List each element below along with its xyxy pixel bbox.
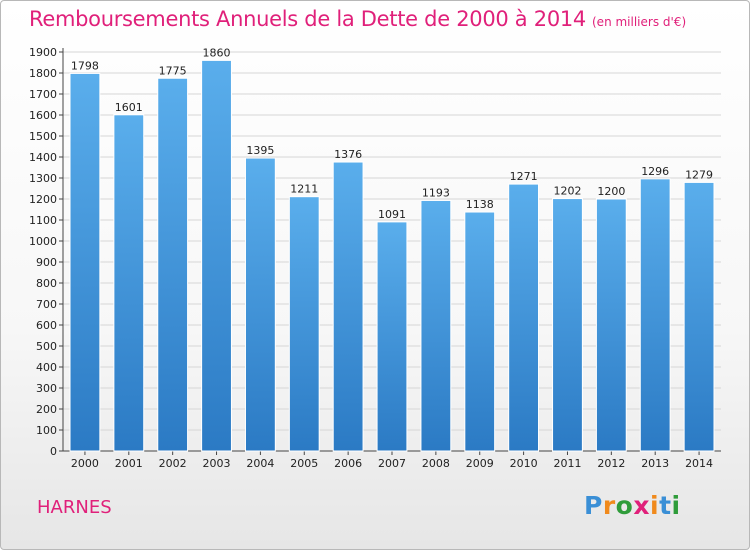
logo-letter: x <box>633 491 650 520</box>
y-tick-label: 1700 <box>29 88 57 101</box>
chart-title: Remboursements Annuels de la Dette de 20… <box>29 7 686 31</box>
y-tick-label: 700 <box>36 298 57 311</box>
y-tick-labels: 0 100 200 300 400 500 600 700 800 900 1000 1100 1200… <box>29 46 57 458</box>
value-label-2010: 1271 <box>510 170 538 183</box>
logo-letter: o <box>615 491 634 520</box>
y-tick-label: 1900 <box>29 46 57 59</box>
y-tick-label: 200 <box>36 403 57 416</box>
logo-letter: P <box>584 491 603 520</box>
value-label-2011: 1202 <box>553 185 581 198</box>
bar-2002 <box>157 77 189 452</box>
x-tick-label-2009: 2009 <box>466 457 494 470</box>
bars <box>69 59 715 452</box>
bar-2014 <box>683 181 715 452</box>
x-tick-label-2005: 2005 <box>290 457 318 470</box>
y-tick-label: 0 <box>50 445 57 458</box>
value-labels: 1798 1601 1775 1860 1395 1211 1376 1091 1193 1138… <box>71 46 713 220</box>
y-tick-label: 500 <box>36 340 57 353</box>
value-label-2013: 1296 <box>641 165 669 178</box>
y-tick-label: 600 <box>36 319 57 332</box>
logo-letter: i <box>650 491 660 520</box>
x-tick-label-2014: 2014 <box>685 457 713 470</box>
x-tick-label-2012: 2012 <box>597 457 625 470</box>
y-tick-label: 300 <box>36 382 57 395</box>
bar-2000 <box>69 72 101 452</box>
x-tick-label-2003: 2003 <box>203 457 231 470</box>
value-label-2004: 1395 <box>246 144 274 157</box>
chart-title-text: Remboursements Annuels de la Dette de 20… <box>29 7 586 31</box>
x-tick-label-2013: 2013 <box>641 457 669 470</box>
y-tick-label: 1000 <box>29 235 57 248</box>
y-tick-label: 1100 <box>29 214 57 227</box>
value-label-2006: 1376 <box>334 148 362 161</box>
y-tick-label: 900 <box>36 256 57 269</box>
y-tick-label: 1800 <box>29 67 57 80</box>
logo-letter: t <box>659 491 672 520</box>
x-tick-label-2004: 2004 <box>246 457 274 470</box>
bar-2012 <box>595 198 627 452</box>
value-label-2014: 1279 <box>685 168 713 181</box>
value-label-2012: 1200 <box>597 185 625 198</box>
x-tick-label-2000: 2000 <box>71 457 99 470</box>
y-tick-label: 1400 <box>29 151 57 164</box>
y-tick-label: 800 <box>36 277 57 290</box>
x-tick-label-2011: 2011 <box>553 457 581 470</box>
value-label-2008: 1193 <box>422 186 450 199</box>
value-label-2001: 1601 <box>115 101 143 114</box>
bar-2009 <box>464 211 496 452</box>
x-tick-label-2008: 2008 <box>422 457 450 470</box>
bar-2005 <box>288 196 320 452</box>
logo-letter: r <box>602 491 616 520</box>
bar-2013 <box>639 178 671 452</box>
value-label-2003: 1860 <box>203 46 231 59</box>
value-label-2000: 1798 <box>71 59 99 72</box>
bar-2007 <box>376 221 408 452</box>
y-tick-label: 1600 <box>29 109 57 122</box>
value-label-2009: 1138 <box>466 198 494 211</box>
x-tick-label-2001: 2001 <box>115 457 143 470</box>
bar-2003 <box>201 59 232 452</box>
value-label-2005: 1211 <box>290 183 318 196</box>
bar-2008 <box>420 199 452 452</box>
bar-2001 <box>113 114 145 452</box>
bar-2004 <box>244 157 276 452</box>
x-tick-label-2006: 2006 <box>334 457 362 470</box>
value-label-2002: 1775 <box>159 64 187 77</box>
proxiti-logo: Proxiti <box>584 491 681 523</box>
y-tick-label: 100 <box>36 424 57 437</box>
value-label-2007: 1091 <box>378 208 406 221</box>
bar-2011 <box>552 198 583 452</box>
x-tick-label-2007: 2007 <box>378 457 406 470</box>
y-tick-label: 1300 <box>29 172 57 185</box>
x-tick-label-2010: 2010 <box>510 457 538 470</box>
chart-subtitle: (en milliers d'€) <box>592 15 687 29</box>
x-tick-label-2002: 2002 <box>159 457 187 470</box>
bar-2010 <box>508 183 540 452</box>
x-tick-labels: 2000 2001 2002 2003 2004 2005 2006 2007 2008 2009… <box>71 457 713 470</box>
y-tick-label: 400 <box>36 361 57 374</box>
y-tick-label: 1200 <box>29 193 57 206</box>
place-name: HARNES <box>37 497 112 518</box>
bar-2006 <box>332 161 364 452</box>
y-tick-label: 1500 <box>29 130 57 143</box>
logo-letter: i <box>671 491 681 520</box>
